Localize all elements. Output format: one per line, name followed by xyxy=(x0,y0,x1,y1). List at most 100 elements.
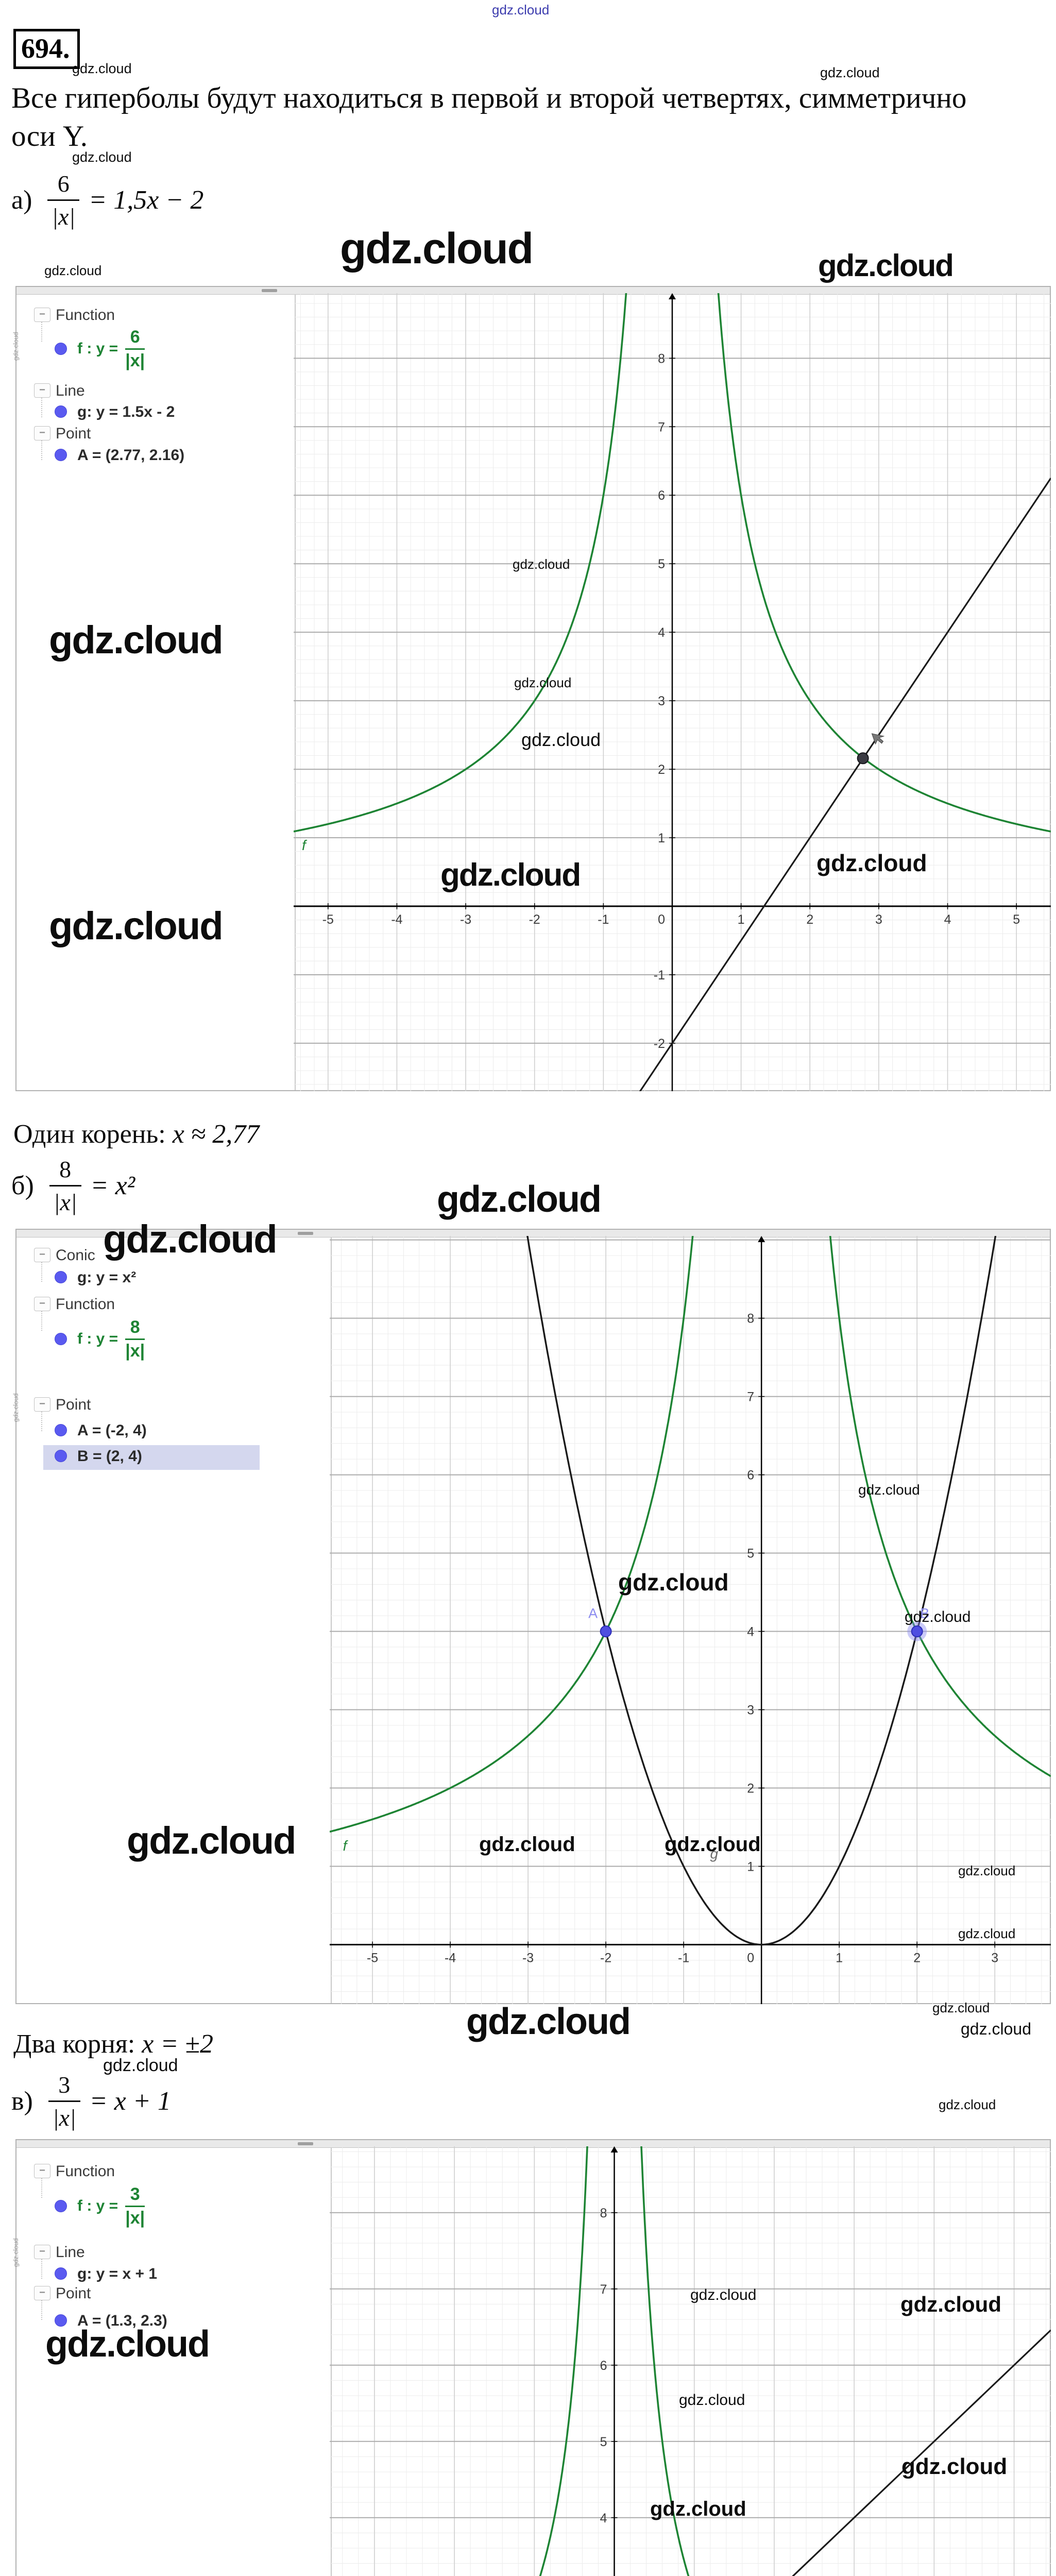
svg-text:4: 4 xyxy=(658,625,665,640)
watermark: gdz.cloud xyxy=(492,2,550,18)
watermark: gdz.cloud xyxy=(72,61,132,76)
collapse-icon[interactable]: − xyxy=(34,2245,50,2259)
problem-number: 694. xyxy=(13,29,80,69)
curve-g[interactable] xyxy=(515,1236,1008,1946)
point-B[interactable] xyxy=(911,1625,923,1638)
svg-text:8: 8 xyxy=(600,2206,607,2221)
object-visibility-dot[interactable] xyxy=(55,1424,67,1436)
svg-text:3: 3 xyxy=(875,912,882,927)
object-visibility-dot[interactable] xyxy=(55,1450,67,1462)
algebra-group-header[interactable]: Function xyxy=(56,2163,115,2180)
algebra-item[interactable]: B = (2, 4) xyxy=(77,1448,142,1465)
algebra-item[interactable]: A = (2.77, 2.16) xyxy=(77,447,185,464)
algebra-item[interactable]: A = (1.3, 2.3) xyxy=(77,2312,167,2329)
fraction: 3 |x| xyxy=(125,2184,145,2228)
curve-g[interactable] xyxy=(330,2329,1051,2576)
object-visibility-dot[interactable] xyxy=(55,343,67,355)
watermark: gdz.cloud xyxy=(816,850,927,876)
watermark: gdz.cloud xyxy=(340,224,534,273)
panel-resize-handle-icon[interactable] xyxy=(262,289,277,292)
collapse-icon[interactable]: − xyxy=(34,1297,50,1311)
algebra-item[interactable]: g: y = x² xyxy=(77,1269,137,1286)
svg-text:1: 1 xyxy=(747,1860,754,1874)
geogebra-window-b: − Conic g: y = x² − Function f : y = 8 |x| − Poin… xyxy=(15,1229,1051,2004)
watermark: gdz.cloud xyxy=(820,65,880,80)
algebra-item-function[interactable]: f : y = 6 |x| xyxy=(77,324,145,374)
algebra-item[interactable]: A = (-2, 4) xyxy=(77,1422,147,1439)
svg-text:7: 7 xyxy=(600,2282,607,2297)
watermark: gdz.cloud xyxy=(939,2097,996,2112)
collapse-icon[interactable]: − xyxy=(34,1397,50,1412)
watermark: gdz.cloud xyxy=(932,2000,990,2015)
panel-separator[interactable] xyxy=(331,1237,332,2003)
fraction: 3 |x| xyxy=(48,2071,80,2131)
panel-separator[interactable] xyxy=(295,294,296,1090)
watermark: gdz.cloud xyxy=(900,2292,1001,2316)
window-toolbar xyxy=(16,2140,1050,2148)
object-visibility-dot[interactable] xyxy=(55,2267,67,2280)
panel-resize-handle-icon[interactable] xyxy=(298,1232,313,1235)
object-visibility-dot[interactable] xyxy=(55,1333,67,1345)
collapse-icon[interactable]: − xyxy=(34,426,50,440)
algebra-item[interactable]: g: y = x + 1 xyxy=(77,2265,158,2282)
collapse-icon[interactable]: − xyxy=(34,383,50,398)
svg-text:0: 0 xyxy=(658,912,665,927)
svg-text:3: 3 xyxy=(658,694,665,708)
window-toolbar xyxy=(16,287,1050,295)
svg-text:2: 2 xyxy=(806,912,813,927)
watermark: gdz.cloud xyxy=(961,2020,1031,2038)
fraction-denominator: |x| xyxy=(125,348,145,371)
tree-connector xyxy=(41,398,42,417)
algebra-group-header[interactable]: Function xyxy=(56,307,115,324)
curve-f[interactable] xyxy=(330,2146,1051,2576)
point-A[interactable] xyxy=(600,1625,612,1638)
watermark: gdz.cloud xyxy=(103,1217,278,1261)
algebra-group-header[interactable]: Conic xyxy=(56,1247,95,1264)
collapse-icon[interactable]: − xyxy=(34,2286,50,2300)
algebra-group-header[interactable]: Line xyxy=(56,382,85,399)
intro-line-1: Все гиперболы будут находиться в первой … xyxy=(11,82,967,114)
collapse-icon[interactable]: − xyxy=(34,308,50,322)
object-visibility-dot[interactable] xyxy=(55,1271,67,1283)
svg-text:-3: -3 xyxy=(522,1951,534,1965)
curve-f[interactable] xyxy=(330,1236,1051,1833)
point-A[interactable] xyxy=(857,752,869,765)
object-visibility-dot[interactable] xyxy=(55,405,67,418)
panel-separator[interactable] xyxy=(331,2147,332,2576)
curve-f[interactable] xyxy=(294,293,1051,833)
panel-resize-handle-icon[interactable] xyxy=(298,2142,313,2145)
watermark: gdz.cloud xyxy=(858,1482,920,1498)
object-visibility-dot[interactable] xyxy=(55,2200,67,2212)
curve-g[interactable] xyxy=(294,478,1051,1091)
watermark: gdz.cloud xyxy=(49,904,224,948)
intro-line-2: оси Y. xyxy=(11,120,88,152)
plot-canvas-a[interactable]: -5 -4 -3 -2 -1 1 2 3 4 5 8 7 6 5 4 3 2 1 -1 -2 0 f xyxy=(294,293,1051,1091)
svg-text:1: 1 xyxy=(658,831,665,845)
tree-connector xyxy=(41,322,42,342)
collapse-icon[interactable]: − xyxy=(34,1248,50,1262)
answer-text: Один корень: xyxy=(13,1120,173,1149)
object-visibility-dot[interactable] xyxy=(55,2314,67,2327)
answer-math: x ≈ 2,77 xyxy=(172,1120,260,1149)
collapse-icon[interactable]: − xyxy=(34,2164,50,2178)
svg-text:2: 2 xyxy=(913,1951,921,1965)
svg-text:1: 1 xyxy=(738,912,745,927)
algebra-group-header[interactable]: Point xyxy=(56,1396,91,1413)
tree-connector xyxy=(41,1412,42,1431)
svg-text:7: 7 xyxy=(658,420,665,434)
algebra-group-header[interactable]: Point xyxy=(56,425,91,442)
svg-text:-1: -1 xyxy=(654,968,665,982)
object-visibility-dot[interactable] xyxy=(55,449,67,461)
svg-text:8: 8 xyxy=(658,351,665,366)
algebra-item-function[interactable]: f : y = 3 |x| xyxy=(77,2181,145,2231)
plot-canvas-b[interactable]: -5 -4 -3 -2 -1 1 2 3 8 7 6 5 4 3 2 1 0 f g A B xyxy=(330,1236,1051,2004)
algebra-item[interactable]: g: y = 1.5x - 2 xyxy=(77,403,175,420)
fraction: 8 |x| xyxy=(49,1156,81,1216)
algebra-item-function[interactable]: f : y = 8 |x| xyxy=(77,1314,145,1364)
algebra-group-header[interactable]: Line xyxy=(56,2244,85,2261)
fraction-denominator: |x| xyxy=(49,1185,81,1216)
svg-text:-4: -4 xyxy=(445,1951,456,1965)
algebra-group-header[interactable]: Function xyxy=(56,1296,115,1313)
algebra-group-header[interactable]: Point xyxy=(56,2285,91,2302)
